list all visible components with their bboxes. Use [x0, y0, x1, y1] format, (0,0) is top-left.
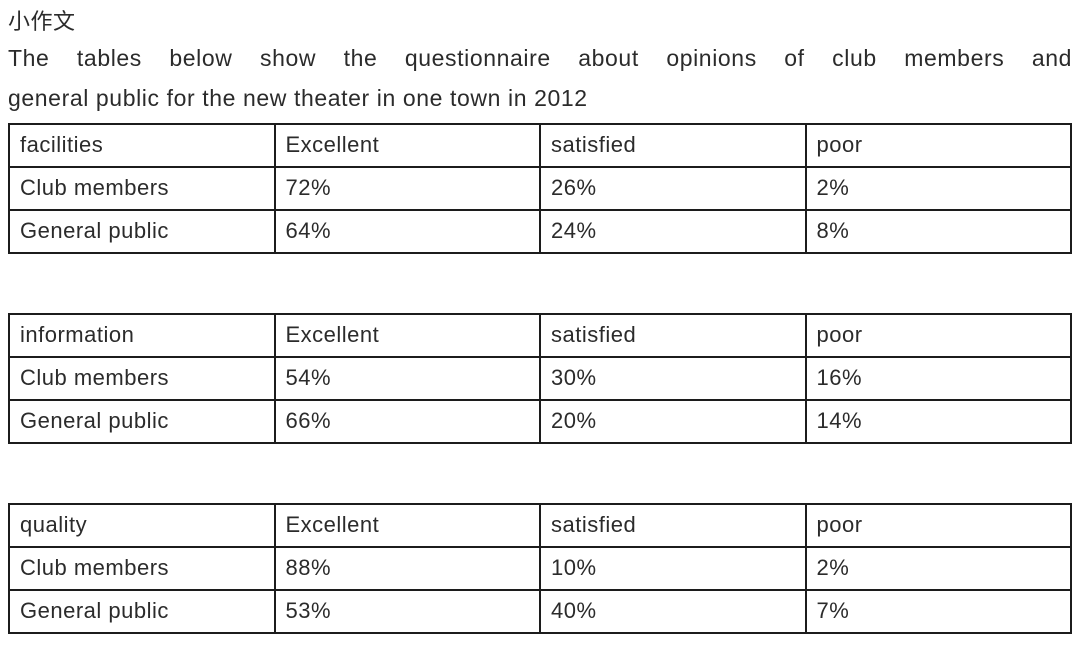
- table-cell: 66%: [273, 399, 541, 444]
- table-cell: 8%: [804, 209, 1072, 254]
- table-header-cell: satisfied: [539, 503, 807, 548]
- table-cell: 24%: [539, 209, 807, 254]
- table-cell: 54%: [273, 356, 541, 401]
- table-header-cell: information: [8, 313, 276, 358]
- table-row: General public 64% 24% 8%: [8, 209, 1072, 254]
- table-cell: 10%: [539, 546, 807, 591]
- table-header-cell: poor: [804, 123, 1072, 168]
- table-cell: Club members: [8, 356, 276, 401]
- table-cell: Club members: [8, 546, 276, 591]
- table-header-cell: poor: [804, 503, 1072, 548]
- table-header-row: facilities Excellent satisfied poor: [8, 123, 1072, 168]
- quality-table: quality Excellent satisfied poor Club member…: [8, 503, 1072, 634]
- table-cell: 2%: [804, 546, 1072, 591]
- table-header-row: information Excellent satisfied poor: [8, 313, 1072, 358]
- table-cell: Club members: [8, 166, 276, 211]
- table-cell: General public: [8, 209, 276, 254]
- table-header-cell: Excellent: [273, 313, 541, 358]
- description-line-2: general public for the new theater in on…: [8, 85, 588, 111]
- table-cell: 72%: [273, 166, 541, 211]
- table-header-cell: quality: [8, 503, 276, 548]
- table-cell: 88%: [273, 546, 541, 591]
- table-cell: 16%: [804, 356, 1072, 401]
- table-header-cell: satisfied: [539, 313, 807, 358]
- table-header-cell: facilities: [8, 123, 276, 168]
- table-cell: 20%: [539, 399, 807, 444]
- table-cell: 2%: [804, 166, 1072, 211]
- table-row: Club members 88% 10% 2%: [8, 546, 1072, 591]
- table-cell: 7%: [804, 589, 1072, 634]
- table-row: Club members 72% 26% 2%: [8, 166, 1072, 211]
- table-row: General public 53% 40% 7%: [8, 589, 1072, 634]
- table-cell: General public: [8, 589, 276, 634]
- page-title: 小作文: [8, 9, 76, 34]
- table-header-cell: satisfied: [539, 123, 807, 168]
- description-line-1: The tables below show the questionnaire …: [8, 45, 1072, 71]
- table-cell: 64%: [273, 209, 541, 254]
- table-cell: 40%: [539, 589, 807, 634]
- table-header-cell: Excellent: [273, 123, 541, 168]
- table-cell: General public: [8, 399, 276, 444]
- table-cell: 30%: [539, 356, 807, 401]
- table-header-row: quality Excellent satisfied poor: [8, 503, 1072, 548]
- facilities-table: facilities Excellent satisfied poor Club mem…: [8, 123, 1072, 254]
- table-cell: 14%: [804, 399, 1072, 444]
- table-row: General public 66% 20% 14%: [8, 399, 1072, 444]
- table-header-cell: Excellent: [273, 503, 541, 548]
- information-table: information Excellent satisfied poor Club me…: [8, 313, 1072, 444]
- table-row: Club members 54% 30% 16%: [8, 356, 1072, 401]
- table-header-cell: poor: [804, 313, 1072, 358]
- table-cell: 53%: [273, 589, 541, 634]
- table-cell: 26%: [539, 166, 807, 211]
